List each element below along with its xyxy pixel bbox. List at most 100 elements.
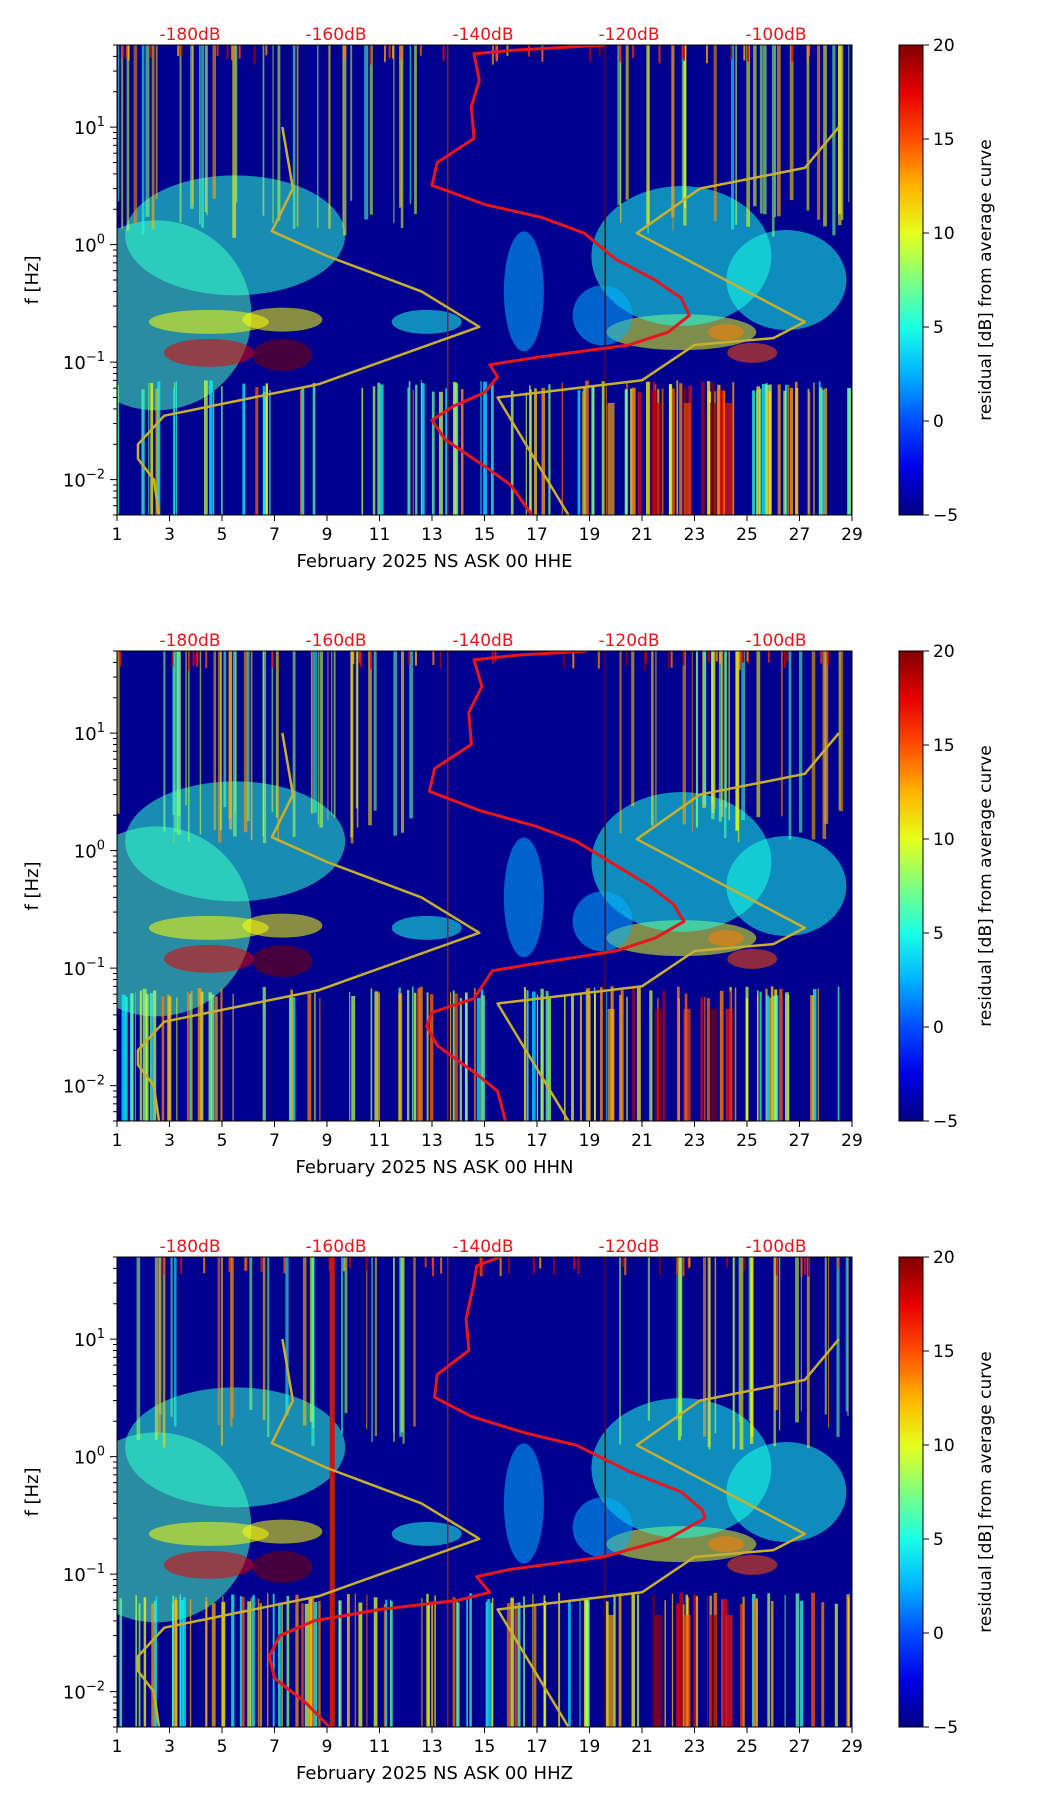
highfreq-streak xyxy=(310,651,313,814)
lowfreq-streak xyxy=(545,991,549,1121)
lowfreq-streak xyxy=(408,381,411,515)
storm-streak xyxy=(725,1008,733,1121)
colorbar-tick-label: 10 xyxy=(933,1436,955,1456)
lowfreq-streak xyxy=(135,1595,138,1727)
top-speckle xyxy=(715,651,718,662)
lowfreq-streak xyxy=(255,387,259,515)
highfreq-streak xyxy=(806,45,810,211)
lowfreq-streak xyxy=(536,994,539,1121)
lowfreq-streak xyxy=(483,381,487,515)
highfreq-streak xyxy=(776,45,781,217)
colorbar-tick-label: 0 xyxy=(933,1624,944,1644)
y-tick-exponent: 1 xyxy=(97,721,105,736)
lowfreq-streak xyxy=(583,386,587,515)
y-tick-base: 10 xyxy=(63,353,86,374)
x-tick-label: 13 xyxy=(421,525,443,545)
lowfreq-streak xyxy=(605,1601,609,1727)
lowfreq-streak xyxy=(262,385,266,515)
lowfreq-streak xyxy=(213,391,215,515)
lowfreq-streak xyxy=(349,991,351,1121)
lowfreq-streak xyxy=(533,1603,537,1727)
highfreq-streak xyxy=(400,45,404,228)
lowfreq-streak xyxy=(383,1603,387,1727)
lowfreq-streak xyxy=(241,1596,245,1727)
x-tick-label: 19 xyxy=(579,1737,601,1757)
lowfreq-streak xyxy=(510,1597,514,1727)
lowfreq-streak xyxy=(695,1596,699,1727)
highfreq-streak xyxy=(683,45,687,226)
lowfreq-streak xyxy=(417,988,421,1121)
highfreq-streak xyxy=(117,45,120,202)
y-tick-base: 10 xyxy=(63,471,86,492)
highfreq-streak xyxy=(262,1257,266,1421)
lowfreq-streak xyxy=(756,386,761,515)
lowfreq-streak xyxy=(154,1600,156,1727)
highfreq-streak xyxy=(319,651,324,828)
lowfreq-streak xyxy=(407,989,410,1121)
x-tick-label: 11 xyxy=(369,1737,391,1757)
colorbar xyxy=(898,650,924,1122)
lowfreq-streak xyxy=(759,388,762,515)
colorbar-tick-label: 15 xyxy=(933,736,955,756)
x-tick-label: 19 xyxy=(579,525,601,545)
storm-streak xyxy=(654,402,662,515)
highfreq-streak xyxy=(822,651,827,840)
energy-patch xyxy=(242,913,323,938)
top-speckle xyxy=(419,45,422,56)
top-speckle xyxy=(806,45,809,62)
highfreq-streak xyxy=(344,1257,348,1414)
top-speckle xyxy=(676,1257,679,1275)
top-speckle xyxy=(553,1257,556,1276)
lowfreq-streak xyxy=(777,384,781,515)
lowfreq-streak xyxy=(181,1599,184,1727)
top-speckle xyxy=(188,651,191,671)
highfreq-streak xyxy=(672,45,674,231)
highfreq-streak xyxy=(173,1257,177,1427)
top-speckle xyxy=(328,1257,331,1272)
lowfreq-streak xyxy=(834,1603,838,1727)
lowfreq-streak xyxy=(669,384,673,515)
highfreq-streak xyxy=(174,651,179,833)
lowfreq-streak xyxy=(768,997,772,1121)
top-speckle xyxy=(705,45,708,64)
highfreq-streak xyxy=(811,651,816,840)
lowfreq-streak xyxy=(613,1595,616,1727)
storm-streak xyxy=(607,1614,615,1727)
top-speckle xyxy=(171,651,174,668)
lowfreq-streak xyxy=(295,1594,299,1727)
lowfreq-streak xyxy=(568,1599,571,1727)
lowfreq-streak xyxy=(278,1602,281,1727)
highfreq-streak xyxy=(327,651,329,821)
energy-patch xyxy=(242,1519,323,1544)
highfreq-streak xyxy=(157,1257,161,1434)
lowfreq-streak xyxy=(693,1593,696,1727)
energy-patch xyxy=(708,324,744,341)
highfreq-streak xyxy=(285,1257,289,1416)
lowfreq-streak xyxy=(190,990,193,1121)
lowfreq-streak xyxy=(220,988,223,1121)
highfreq-streak xyxy=(753,45,757,207)
highfreq-streak xyxy=(371,1257,373,1442)
lowfreq-streak xyxy=(372,386,376,515)
highfreq-streak xyxy=(369,45,373,215)
highfreq-streak xyxy=(219,651,222,831)
top-speckle xyxy=(388,45,391,59)
lowfreq-streak xyxy=(119,1598,123,1727)
highfreq-streak xyxy=(799,651,803,833)
highfreq-streak xyxy=(250,651,253,841)
highfreq-streak xyxy=(141,45,145,235)
top-speckle xyxy=(658,1257,661,1276)
y-tick-label: 10−1 xyxy=(63,350,105,374)
lowfreq-streak xyxy=(506,1603,511,1727)
highfreq-streak xyxy=(724,651,727,808)
db-scale-label: -160dB xyxy=(305,25,366,45)
colorbar-tick-label: 0 xyxy=(933,1018,944,1038)
db-scale-label: -140dB xyxy=(452,25,513,45)
storm-streak xyxy=(654,1008,662,1121)
top-speckle xyxy=(786,651,789,662)
lowfreq-streak xyxy=(676,986,680,1121)
energy-patch xyxy=(252,338,313,371)
highfreq-streak xyxy=(400,1257,404,1433)
lowfreq-streak xyxy=(526,990,529,1121)
x-tick-label: 3 xyxy=(164,1737,175,1757)
